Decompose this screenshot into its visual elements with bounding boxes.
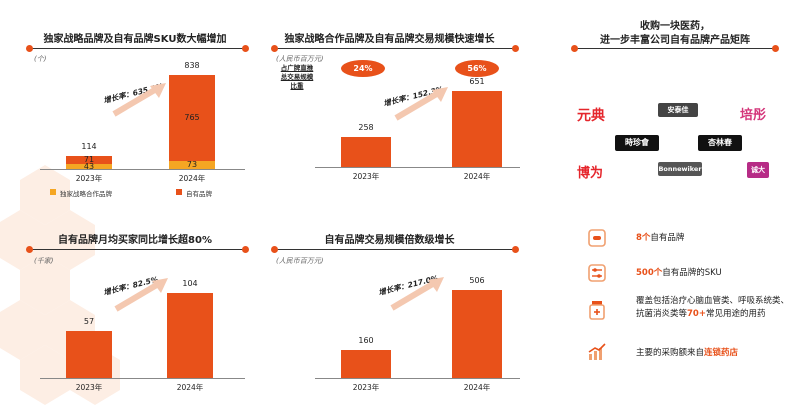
- chart1-x-axis: [40, 169, 245, 170]
- sliders-icon: [588, 264, 606, 282]
- chart1-x-label-1: 2023年: [75, 174, 103, 183]
- chart3-x-label-2: 2024年: [176, 383, 204, 392]
- chart4-bar-1: [341, 350, 391, 378]
- chart2-bar-2: [452, 91, 502, 167]
- chart1-label-strategic-1: 43: [83, 161, 95, 171]
- legend-own: 自有品牌: [186, 190, 212, 198]
- panel1-rule: [26, 45, 249, 52]
- chart1-bar-own-1: [66, 156, 112, 164]
- panel4-growth-arrow: [390, 277, 444, 311]
- panel2-unit: (人民币百万元): [276, 55, 324, 63]
- feature-chain-pharmacy: 主要的采购额来自连锁药店: [636, 348, 739, 358]
- panel2-rule: [271, 45, 519, 52]
- chart3-value-2: 104: [182, 279, 198, 288]
- chart4-value-1: 160: [358, 336, 374, 346]
- panel5-rule: [571, 45, 779, 52]
- chart1-total-2: 838: [184, 61, 200, 70]
- chart4-x-label-2: 2024年: [463, 383, 491, 392]
- chart2-bar-1: [341, 136, 391, 167]
- panel2-share-2023: 24%: [341, 60, 385, 77]
- panel5-title-line1: 收购一块医药，: [640, 21, 710, 32]
- logo-xinglinchun: 杏林春: [698, 135, 742, 151]
- legend-swatch-own: [176, 189, 182, 195]
- chart4-x-label-1: 2023年: [352, 383, 380, 392]
- logo-antaijia: 安泰佳: [658, 103, 698, 117]
- panel3-unit: (千家): [34, 257, 54, 265]
- chart4-x-axis: [315, 378, 520, 379]
- logo-bonnewiker: Bonnewiker: [658, 162, 702, 176]
- feature-coverage: 覆盖包括治疗心脑血管类、呼吸系统类、抗菌消炎类等70+常见用途的用药: [636, 296, 790, 319]
- feature-brands: 8个自有品牌: [636, 233, 685, 243]
- chart4-bar-2: [452, 290, 502, 378]
- chart2-value-1: 258: [358, 122, 374, 132]
- medicine-bottle-icon: [589, 301, 605, 320]
- chart1-x-label-2: 2024年: [178, 174, 206, 183]
- chart1-label-strategic-2: 73: [186, 159, 198, 169]
- logo-shizhenhui: 時珍會: [615, 135, 659, 151]
- logo-yuandian: 元典: [577, 108, 605, 124]
- panel2-title: 独家战略合作品牌及自有品牌交易规模快速增长: [284, 34, 495, 45]
- panel4-rule: [271, 246, 519, 253]
- chart2-x-label-2: 2024年: [463, 172, 491, 181]
- chart1-bar-strategic-2: [169, 160, 215, 169]
- panel1-growth-arrow: [112, 83, 166, 117]
- chart1-label-own-1: 71: [83, 155, 95, 165]
- panel5-title-line2: 进一步丰富公司自有品牌产品矩阵: [600, 35, 750, 46]
- legend-strategic: 独家战略合作品牌: [60, 190, 112, 198]
- chart4-value-2: 506: [469, 276, 485, 285]
- panel2-share-2024: 56%: [455, 60, 499, 77]
- panel1-title: 独家战略品牌及自有品牌SKU数大幅增加: [43, 34, 227, 45]
- logo-chengda: 诚大: [747, 162, 769, 178]
- chart1-total-1: 114: [81, 142, 97, 152]
- chart2-x-axis: [315, 167, 520, 168]
- panel4-title: 自有品牌交易规模倍数级增长: [324, 235, 455, 246]
- chart3-value-1: 57: [83, 317, 95, 327]
- logo-peitong: 培彤: [740, 108, 767, 123]
- chart1-label-own-2: 765: [184, 112, 200, 122]
- panel2-growth-arrow: [394, 87, 448, 121]
- pill-icon: [588, 229, 606, 247]
- logo-bowei: 博为: [577, 166, 604, 181]
- panel4-unit: (人民币百万元): [276, 257, 324, 265]
- chart3-x-label-1: 2023年: [75, 383, 103, 392]
- chart1-bar-strategic-1: [66, 164, 112, 169]
- panel2-share-note: 占广牌直推 总交易规模 比重: [280, 64, 314, 90]
- feature-skus: 500个自有品牌的SKU: [636, 268, 722, 278]
- chart1-bar-own-2: [169, 75, 215, 161]
- chart3-bar-2: [167, 293, 213, 378]
- panel3-growth-arrow: [114, 278, 168, 312]
- panel3-title: 自有品牌月均买家同比增长超80%: [58, 235, 212, 246]
- chart3-bar-1: [66, 331, 112, 378]
- panel3-rule: [26, 246, 249, 253]
- panel1-unit: (个): [34, 55, 47, 63]
- chart3-x-axis: [40, 378, 245, 379]
- chart2-value-2: 651: [469, 77, 485, 86]
- chart-trend-icon: [588, 343, 606, 360]
- legend-swatch-strategic: [50, 189, 56, 195]
- chart2-x-label-1: 2023年: [352, 172, 380, 181]
